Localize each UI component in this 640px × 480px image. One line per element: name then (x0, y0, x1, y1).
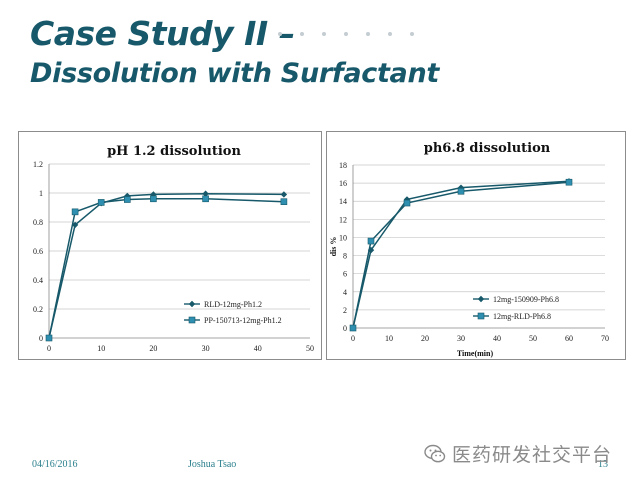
chart0-series-1-point (280, 198, 288, 205)
chart1-legend-0-label: 12mg-150909-Ph6.8 (493, 295, 559, 304)
chart0-series-0-point (202, 190, 209, 197)
chart1-x-axis-label: Time(min) (457, 349, 494, 358)
chart0-x-tick-label: 40 (254, 344, 262, 353)
chart1-series-1-point (565, 178, 573, 186)
chart0-series-1-point (124, 196, 131, 203)
chart0-y-tick-label: 1 (39, 189, 43, 198)
chart0-series-1-point (202, 195, 209, 203)
footer-author: Joshua Tsao (188, 459, 237, 470)
chart1-x-tick-label: 30 (457, 334, 465, 343)
chart1-y-tick-label: 18 (339, 161, 347, 170)
chart-ph68: ph6.8 dissolution 0 2 4 6 8 10 12 14 16 18 0 10 20 30 4… (326, 131, 626, 360)
chart1-x-tick-label: 20 (421, 334, 429, 343)
chart1-series-0-line (352, 180, 570, 329)
chart0-series-1-point (97, 199, 105, 206)
chart0-y-tick-label: 0 (39, 334, 43, 343)
chart0-y-tick-label: 0.2 (33, 305, 43, 314)
chart0-y-tick-label: 1.2 (33, 160, 43, 169)
chart1-y-tick-label: 8 (343, 252, 347, 261)
chart1-x-tick-label: 10 (385, 334, 393, 343)
chart1-y-tick-label: 16 (339, 179, 347, 188)
slide-title: Case Study II – Dissolution with Surfact… (30, 14, 590, 92)
chart0-x-tick-label: 30 (202, 344, 210, 353)
chart0-x-tick-label: 20 (149, 344, 157, 353)
watermark-text: 医药研发社交平台 (452, 444, 613, 466)
chart1-series-0-point (367, 246, 375, 254)
chart-ph68-svg: ph6.8 dissolution 0 2 4 6 8 10 12 14 16 18 0 10 20 30 4… (329, 141, 609, 358)
chart1-series-0-point (457, 184, 465, 191)
chart0-x-tick-label: 0 (47, 344, 51, 353)
watermark: 医药研发社交平台 (424, 440, 612, 467)
chart1-y-tick-label: 14 (339, 197, 347, 206)
chart1-y-axis-label: dis % (329, 237, 338, 257)
chart1-series-1-point (367, 237, 375, 245)
slide-title-line2: Dissolution with Surfactant (30, 58, 440, 89)
chart0-legend-0-swatch-marker (188, 300, 196, 308)
chart1-y-tick-label: 4 (343, 288, 347, 297)
chart0-x-tick-label: 50 (306, 344, 314, 353)
chart1-series-1-line (352, 181, 570, 329)
chart1-series-1-point (403, 199, 411, 207)
chart0-series-1-point (150, 195, 157, 203)
chart1-y-tick-label: 12 (339, 215, 347, 224)
chart1-legend-1-swatch-marker (477, 312, 485, 320)
chart-ph12-svg: pH 1.2 dissolution 0 0.2 0.4 0.6 0.8 1 1.2 0 10 20… (33, 144, 314, 353)
chart1-y-tick-label: 0 (343, 324, 347, 333)
chart1-x-tick-label: 60 (565, 334, 573, 343)
chart1-x-tick-label: 70 (601, 334, 609, 343)
chart1-series-1-point (457, 187, 465, 195)
chart0-legend-1-swatch-marker (188, 316, 196, 324)
chart0-legend-0-label: RLD-12mg-Ph1.2 (204, 300, 262, 309)
chart1-y-tick-label: 10 (339, 233, 347, 242)
footer-page-number: 13 (598, 459, 608, 470)
chart1-title: ph6.8 dissolution (424, 141, 551, 156)
chart1-x-tick-label: 0 (351, 334, 355, 343)
chart0-series-0-point (280, 191, 288, 198)
chart-ph12: pH 1.2 dissolution 0 0.2 0.4 0.6 0.8 1 1.2 0 10 20… (18, 131, 322, 360)
chart0-legend-1-label: PP-150713-12mg-Ph1.2 (204, 316, 282, 325)
chart0-y-tick-label: 0.4 (33, 276, 43, 285)
chart0-series-1-point (45, 334, 53, 342)
slide-title-line1: Case Study II – (30, 14, 295, 53)
chart0-y-tick-label: 0.8 (33, 218, 43, 227)
chart1-legend-0-swatch-marker (477, 295, 485, 303)
chart1-y-tick-label: 2 (343, 306, 347, 315)
chart0-y-tick-label: 0.6 (33, 247, 43, 256)
chart1-x-tick-label: 40 (493, 334, 501, 343)
chart1-series-0-point (403, 196, 411, 203)
chart1-y-tick-label: 6 (343, 270, 347, 279)
chart1-legend-1-label: 12mg-RLD-Ph6.8 (493, 312, 551, 321)
chart0-title: pH 1.2 dissolution (107, 144, 241, 159)
chart1-series-1-point (349, 324, 357, 332)
footer-date: 04/16/2016 (32, 459, 78, 470)
chart0-series-1-point (71, 208, 79, 216)
chart0-x-tick-label: 10 (97, 344, 105, 353)
chart1-x-tick-label: 50 (529, 334, 537, 343)
wechat-icon (424, 444, 446, 462)
